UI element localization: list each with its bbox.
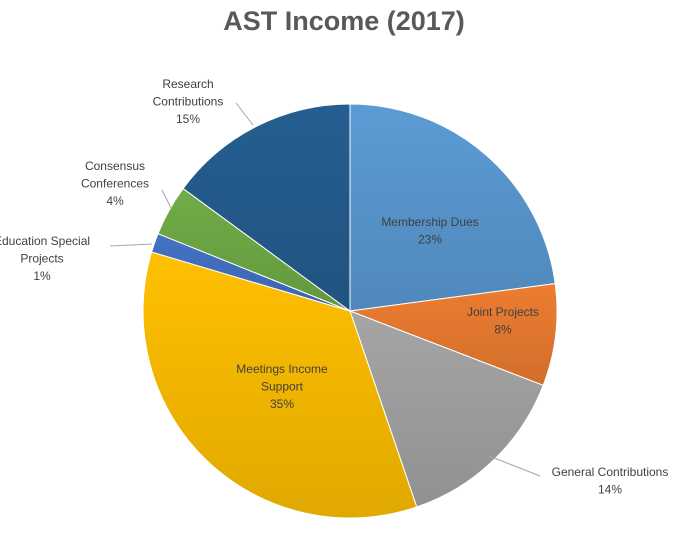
- pie-slice-joint-projects: [349, 283, 558, 386]
- slice-label-joint-projects: Joint Projects 8%: [467, 305, 539, 337]
- pie-slice-meetings-income-support: [142, 251, 418, 519]
- slice-label-general-contributions: General Contributions 14%: [552, 465, 669, 497]
- slice-label-meetings-income-support: Meetings Income Support 35%: [236, 362, 328, 411]
- slice-label-consensus-conferences: Consensus Conferences 4%: [81, 159, 149, 208]
- slice-label-research-contributions: Research Contributions 15%: [153, 77, 224, 126]
- pie-slice-membership-dues: [349, 103, 556, 312]
- slice-label-membership-dues: Membership Dues 23%: [381, 215, 478, 247]
- leader-line-education-special-projects: [109, 243, 153, 247]
- chart-title: AST Income (2017): [223, 6, 465, 36]
- leader-line-consensus-conferences: [161, 189, 172, 209]
- slice-label-education-special-projects: Education Special Projects 1%: [0, 234, 90, 283]
- leader-line-general-contributions: [488, 455, 541, 477]
- pie-slice-research-contributions: [182, 103, 351, 312]
- leader-line-research-contributions: [235, 102, 254, 126]
